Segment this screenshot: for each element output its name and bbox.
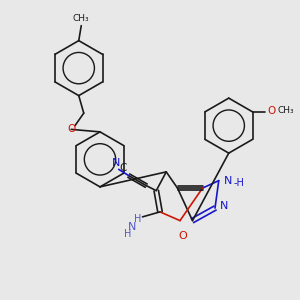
Text: -H: -H	[234, 178, 244, 188]
Text: O: O	[268, 106, 276, 116]
Text: N: N	[128, 222, 137, 232]
Text: C: C	[119, 163, 126, 173]
Text: H: H	[124, 230, 131, 239]
Text: H: H	[134, 214, 141, 224]
Text: CH₃: CH₃	[73, 14, 90, 23]
Text: CH₃: CH₃	[278, 106, 294, 115]
Text: N: N	[224, 176, 232, 186]
Text: O: O	[67, 124, 75, 134]
Text: N: N	[220, 201, 228, 211]
Text: N: N	[112, 158, 120, 168]
Text: O: O	[178, 231, 187, 241]
